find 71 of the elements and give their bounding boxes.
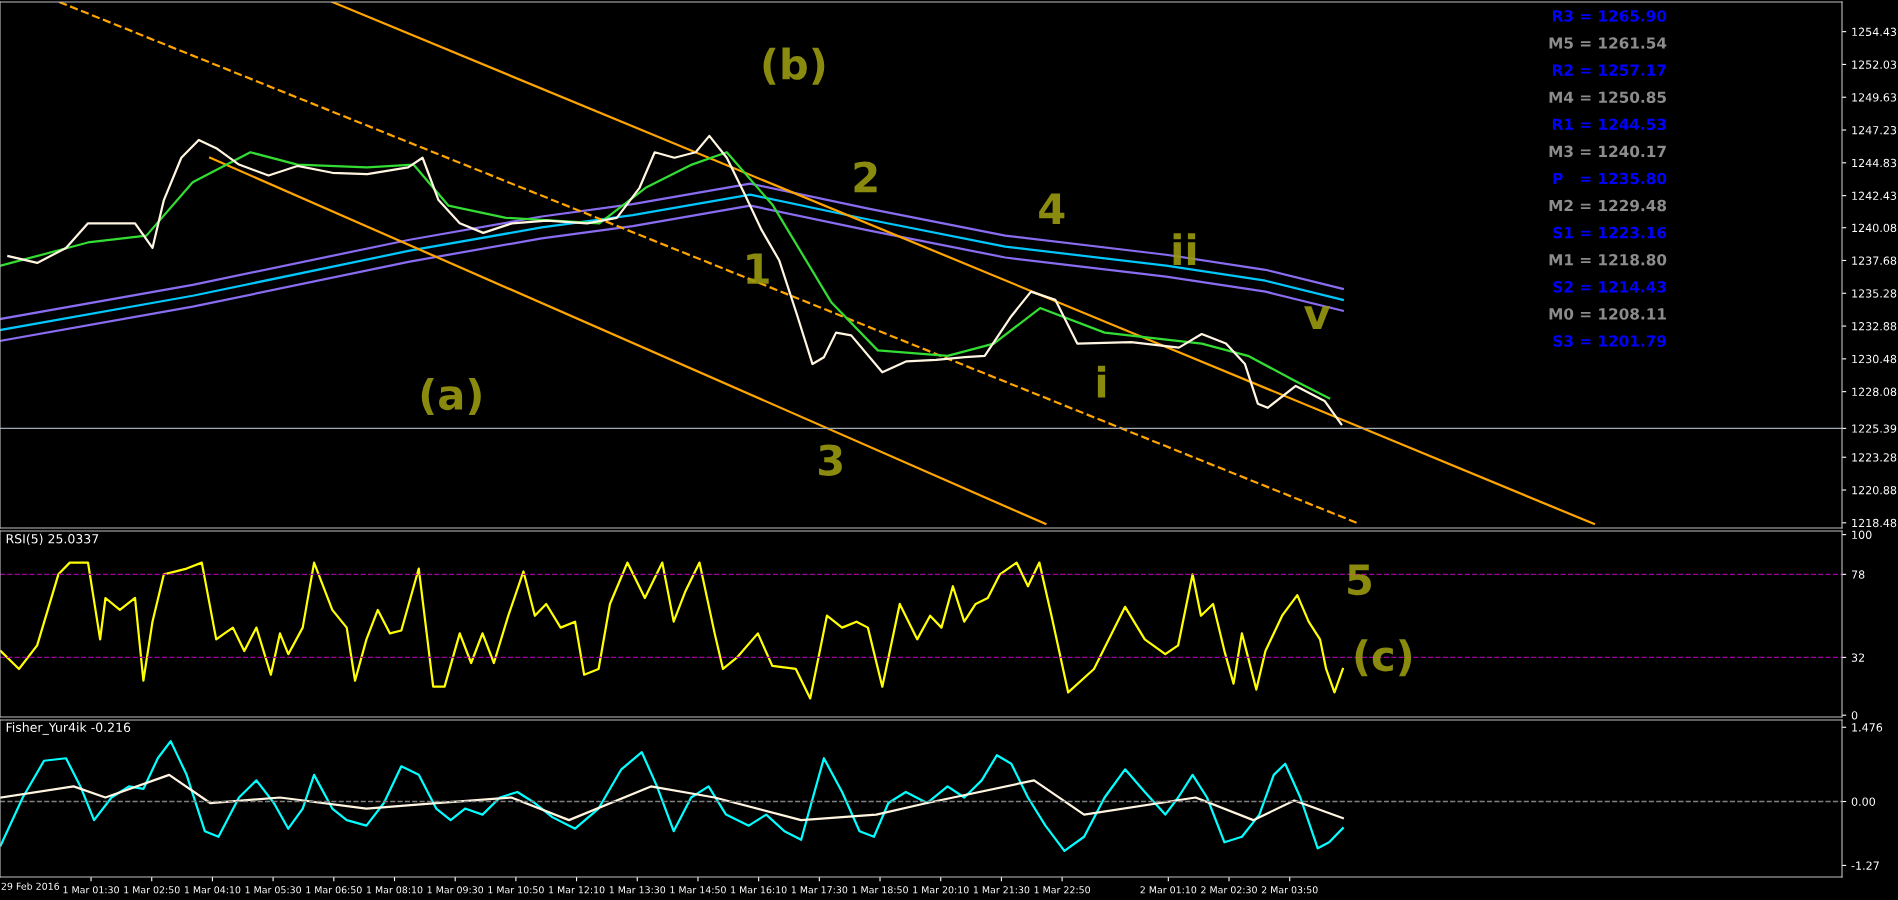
annotation: P = 1235.80 bbox=[1553, 172, 1667, 185]
x-tick-label: 1 Mar 22:50 bbox=[1034, 886, 1091, 894]
y-tick-label: 1235.28 bbox=[1852, 289, 1897, 298]
x-tick-label: 1 Mar 14:50 bbox=[670, 886, 726, 894]
y-tick-label: 1.476 bbox=[1852, 723, 1883, 732]
annotation: 2 bbox=[854, 161, 877, 193]
annotation: S3 = 1201.79 bbox=[1553, 335, 1667, 347]
y-tick-label: 1237.68 bbox=[1852, 256, 1897, 265]
y-tick-label: 1218.48 bbox=[1852, 518, 1897, 528]
annotation: S2 = 1214.43 bbox=[1553, 281, 1666, 293]
y-tick-label: 0 bbox=[1851, 711, 1858, 720]
y-tick-label: 1254.43 bbox=[1852, 27, 1897, 37]
x-tick-label: 1 Mar 21:30 bbox=[973, 886, 1030, 894]
y-tick-label: -1.27 bbox=[1851, 861, 1879, 870]
y-tick-label: 100 bbox=[1852, 530, 1872, 539]
x-tick-label: 1 Mar 20:10 bbox=[913, 886, 969, 894]
y-tick-label: 1240.08 bbox=[1852, 223, 1897, 233]
y-tick-label: 1220.88 bbox=[1852, 485, 1897, 495]
line-series bbox=[0, 561, 1344, 700]
text: 29 Feb 2016 bbox=[1, 882, 60, 890]
y-tick-label: 0.00 bbox=[1851, 797, 1876, 806]
annotation: 3 bbox=[819, 444, 842, 476]
x-tick-label: 1 Mar 06:50 bbox=[306, 886, 362, 894]
annotation: i bbox=[1097, 365, 1106, 398]
x-tick-label: 1 Mar 09:30 bbox=[427, 886, 484, 894]
y-tick-label: 1247.23 bbox=[1852, 125, 1897, 135]
annotation: R3 = 1265.90 bbox=[1553, 10, 1667, 22]
y-tick-label: 78 bbox=[1851, 570, 1865, 579]
x-tick-label: 1 Mar 18:50 bbox=[852, 886, 908, 894]
annotation: M5 = 1261.54 bbox=[1549, 37, 1667, 49]
x-tick-label: 2 Mar 01:10 bbox=[1140, 886, 1197, 894]
line-series bbox=[7, 134, 1343, 426]
x-tick-label: 1 Mar 17:30 bbox=[791, 886, 848, 894]
x-tick-label: 1 Mar 08:10 bbox=[367, 886, 423, 894]
x-tick-label: 1 Mar 01:30 bbox=[63, 886, 119, 894]
chart-title: Fisher_Yur4ik -0.216 bbox=[6, 722, 131, 735]
annotation: v bbox=[1304, 306, 1330, 330]
annotation: M2 = 1229.48 bbox=[1549, 199, 1667, 212]
y-tick-label: 1242.43 bbox=[1852, 191, 1897, 200]
annotation: M4 = 1250.85 bbox=[1549, 91, 1666, 103]
x-tick-label: 2 Mar 03:50 bbox=[1261, 886, 1318, 894]
y-tick-label: 1225.39 bbox=[1852, 424, 1897, 433]
x-tick-label: 1 Mar 12:10 bbox=[549, 886, 605, 894]
annotation: 4 bbox=[1039, 193, 1065, 224]
annotation: M3 = 1240.17 bbox=[1549, 145, 1666, 158]
annotation: 1 bbox=[747, 253, 769, 284]
annotation: (a) bbox=[421, 377, 481, 416]
x-tick-label: 1 Mar 10:50 bbox=[488, 886, 544, 894]
y-tick-label: 1244.83 bbox=[1852, 158, 1897, 168]
x-tick-label: 1 Mar 16:10 bbox=[731, 886, 787, 894]
annotation: S1 = 1223.16 bbox=[1553, 226, 1667, 239]
y-tick-label: 1232.88 bbox=[1852, 322, 1897, 331]
line-series bbox=[0, 740, 1344, 852]
chart-title: RSI(5) 25.0337 bbox=[6, 533, 99, 545]
annotation: (b) bbox=[763, 47, 825, 85]
x-tick-label: 1 Mar 02:50 bbox=[124, 886, 180, 894]
x-tick-label: 1 Mar 13:30 bbox=[609, 886, 666, 894]
y-tick-label: 1223.28 bbox=[1852, 453, 1897, 462]
annotation: M0 = 1208.11 bbox=[1549, 308, 1666, 320]
annotation: R2 = 1257.17 bbox=[1553, 64, 1666, 76]
y-tick-label: 32 bbox=[1851, 653, 1865, 662]
x-tick-label: 1 Mar 04:10 bbox=[184, 886, 241, 894]
y-tick-label: 1252.03 bbox=[1852, 60, 1897, 69]
line-series bbox=[0, 773, 1344, 822]
x-tick-label: 2 Mar 02:30 bbox=[1201, 886, 1257, 894]
y-tick-label: 1230.48 bbox=[1852, 354, 1897, 364]
y-tick-label: 1249.63 bbox=[1852, 93, 1897, 102]
annotation: R1 = 1244.53 bbox=[1553, 118, 1666, 131]
y-tick-label: 1228.08 bbox=[1852, 387, 1897, 397]
x-tick-label: 1 Mar 05:30 bbox=[245, 886, 302, 894]
annotation: M1 = 1218.80 bbox=[1549, 253, 1667, 266]
